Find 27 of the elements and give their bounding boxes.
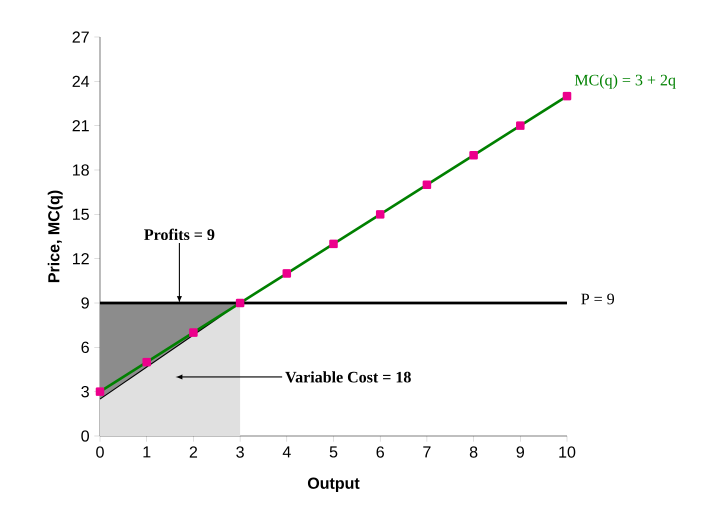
x-tick-label: 5 bbox=[330, 446, 338, 458]
y-tick-label: 24 bbox=[72, 76, 90, 87]
y-tick-label: 27 bbox=[72, 31, 89, 43]
x-tick-label: 2 bbox=[190, 446, 198, 458]
x-tick-label: 9 bbox=[516, 446, 524, 458]
x-tick-label: 1 bbox=[143, 446, 150, 458]
annotation: Variable Cost = 18 bbox=[285, 371, 411, 383]
annotation: Profits = 9 bbox=[144, 228, 214, 240]
y-tick-label: 0 bbox=[81, 430, 89, 442]
y-tick-label: 15 bbox=[73, 208, 89, 220]
x-tick-label: 6 bbox=[376, 446, 384, 458]
y-tick-label: 21 bbox=[72, 120, 89, 132]
y-tick-label: 18 bbox=[73, 164, 89, 176]
x-tick-label: 3 bbox=[236, 446, 244, 458]
x-tick-label: 7 bbox=[423, 446, 431, 458]
y-tick-label: 12 bbox=[73, 253, 89, 264]
y-tick-label: 3 bbox=[81, 386, 89, 398]
x-axis-title: Output bbox=[308, 478, 360, 492]
x-tick-label: 10 bbox=[559, 446, 576, 458]
x-tick-label: 0 bbox=[96, 446, 104, 458]
x-tick-label: 4 bbox=[282, 446, 291, 458]
y-tick-label: 6 bbox=[82, 342, 89, 353]
y-tick-label: 9 bbox=[81, 297, 89, 309]
ref-line-label: P = 9 bbox=[581, 294, 614, 304]
y-axis-title: Price, MC(q) bbox=[48, 190, 63, 282]
series-label: MC(q) = 3 + 2q bbox=[574, 74, 676, 89]
x-tick-label: 8 bbox=[470, 446, 478, 458]
